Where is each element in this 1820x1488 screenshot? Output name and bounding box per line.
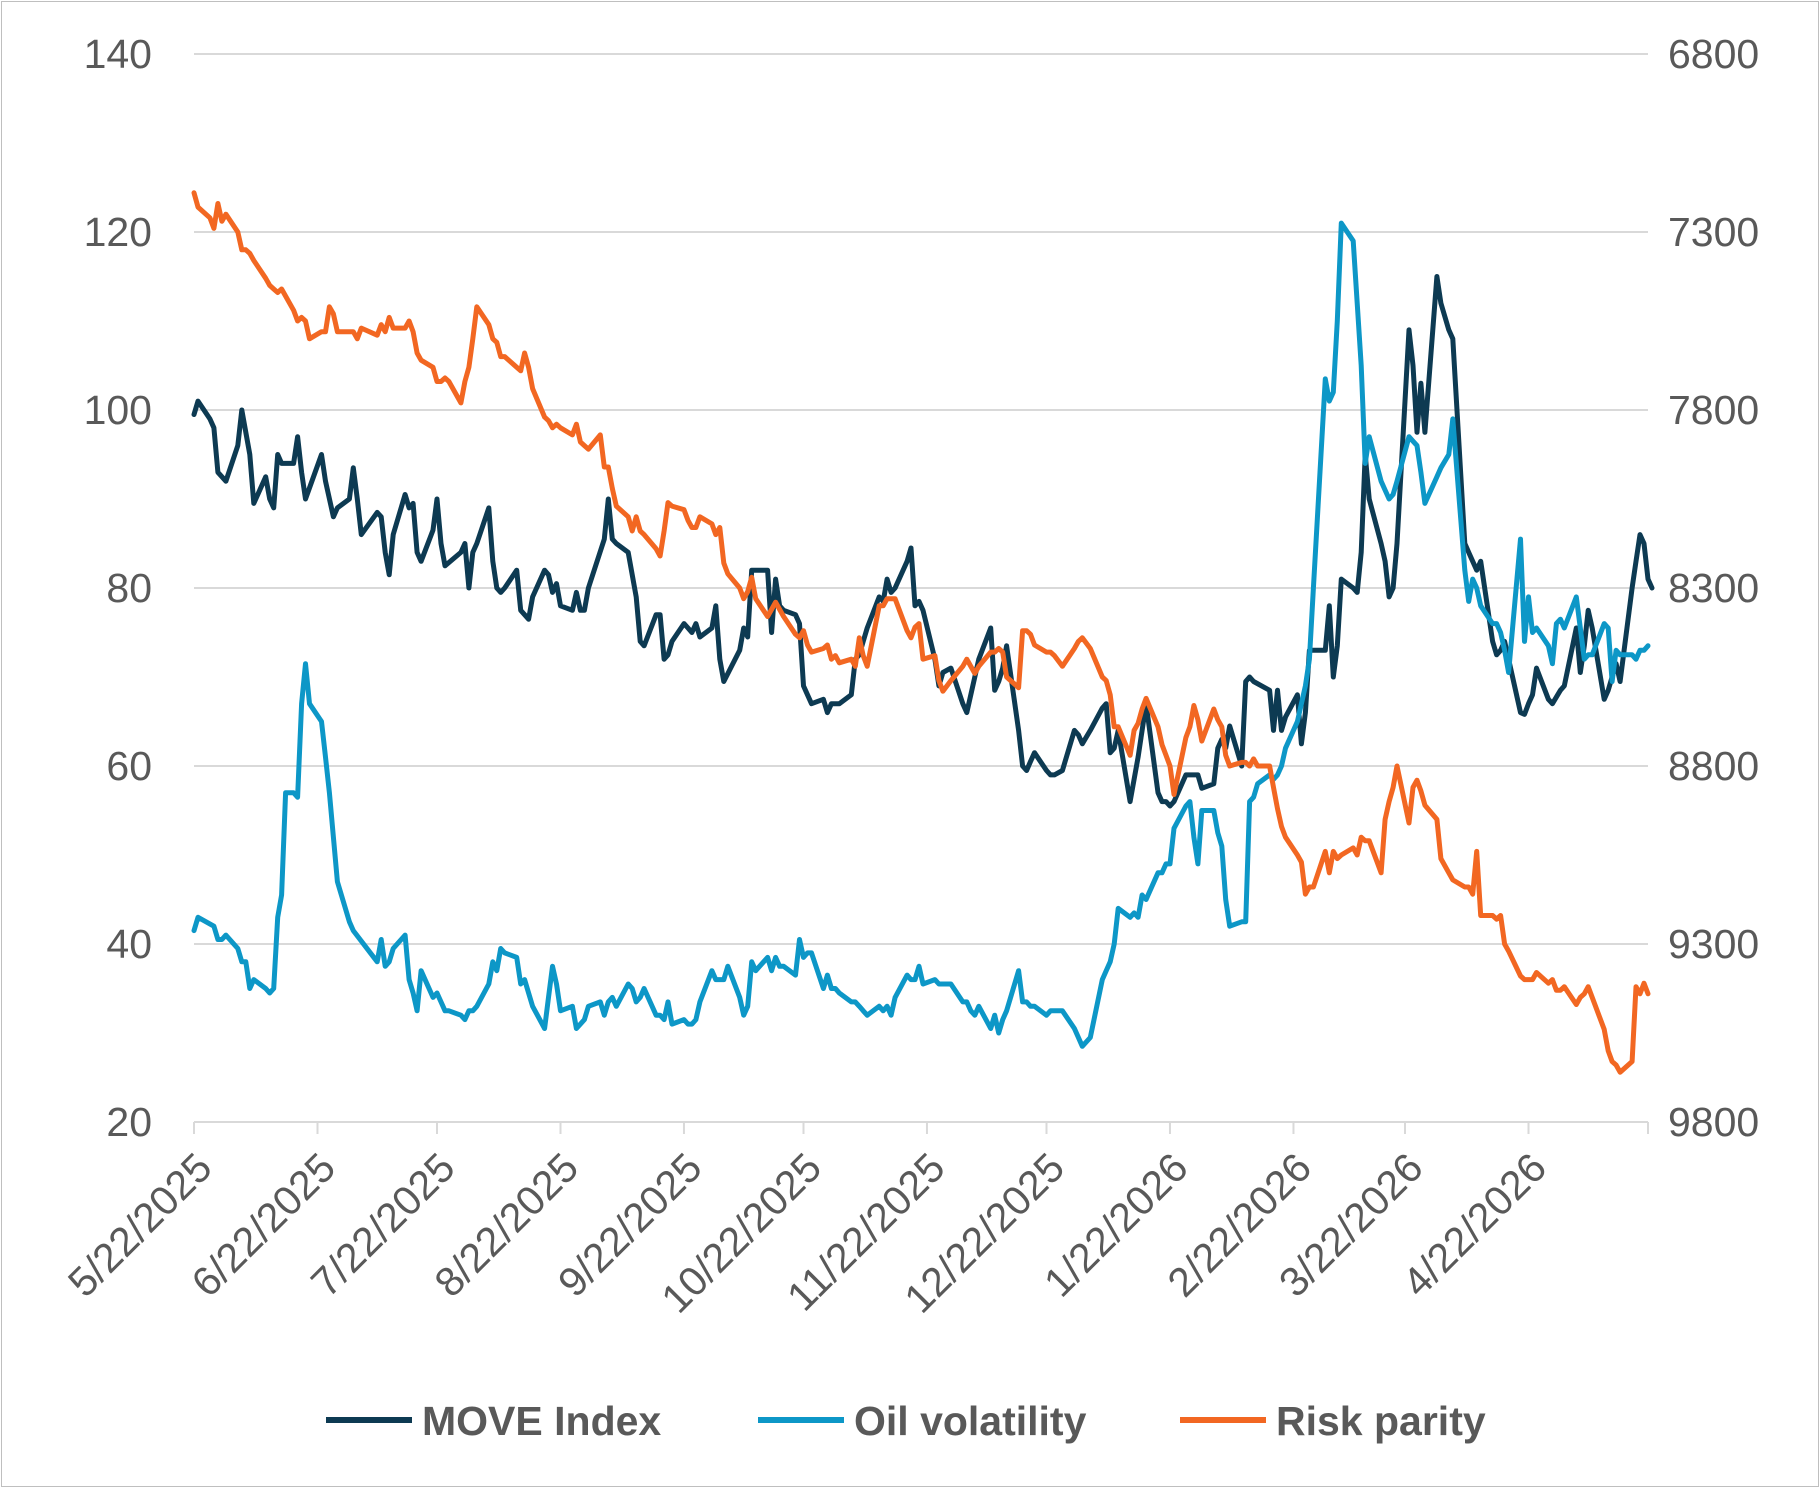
series-lines bbox=[191, 190, 1655, 1075]
legend-label-risk-parity: Risk parity bbox=[1276, 1398, 1486, 1444]
y-right-tick-label: 7800 bbox=[1668, 387, 1759, 433]
y-left-tick-label: 100 bbox=[84, 387, 152, 433]
y-right-tick-label: 9300 bbox=[1668, 921, 1759, 967]
y-left-tick-label: 20 bbox=[106, 1099, 152, 1145]
axes: 140 120 100 80 60 40 20 6800 7300 7800 8300 8800 930… bbox=[59, 31, 1759, 1322]
y-left-tick-label: 140 bbox=[84, 31, 152, 77]
legend: MOVE Index Oil volatility Risk parity bbox=[326, 1398, 1486, 1444]
y-right-tick-label: 8300 bbox=[1668, 565, 1759, 611]
gridlines bbox=[194, 53, 1648, 945]
series-line-oil-volatility bbox=[191, 220, 1651, 1049]
y-right-tick-label: 6800 bbox=[1668, 31, 1759, 77]
series-line-risk-parity bbox=[191, 190, 1651, 1075]
y-left-tick-label: 40 bbox=[106, 921, 152, 967]
y-left-tick-label: 80 bbox=[106, 565, 152, 611]
legend-label-oil-volatility: Oil volatility bbox=[854, 1398, 1087, 1444]
y-right-tick-label: 7300 bbox=[1668, 209, 1759, 255]
series-line-move-index bbox=[191, 274, 1655, 809]
legend-label-move-index: MOVE Index bbox=[422, 1398, 661, 1444]
y-left-tick-label: 60 bbox=[106, 743, 152, 789]
y-right-tick-label: 9800 bbox=[1668, 1099, 1759, 1145]
y-left-tick-label: 120 bbox=[84, 209, 152, 255]
y-right-tick-label: 8800 bbox=[1668, 743, 1759, 789]
